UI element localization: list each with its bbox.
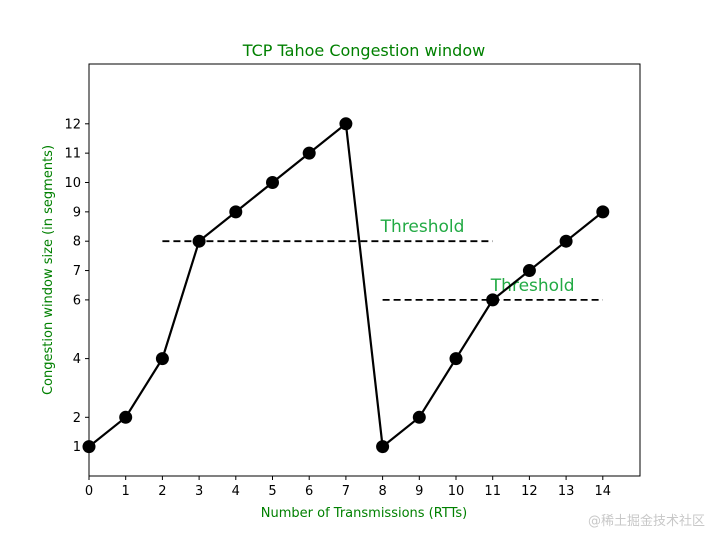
x-axis-label: Number of Transmissions (RTTs)	[261, 506, 467, 521]
data-point	[82, 440, 96, 454]
y-tick-label: 7	[73, 264, 81, 279]
data-point	[559, 234, 573, 248]
data-point	[119, 410, 133, 424]
y-tick-label: 8	[73, 235, 81, 250]
data-point	[302, 146, 316, 160]
data-point	[376, 440, 390, 454]
y-tick-label: 2	[73, 411, 81, 426]
x-tick-label: 0	[85, 484, 93, 499]
threshold-label: Threshold	[490, 276, 575, 296]
y-tick-label: 10	[64, 176, 81, 191]
y-tick-label: 11	[64, 147, 81, 162]
threshold-label: Threshold	[380, 217, 465, 237]
data-point	[449, 352, 463, 366]
data-point	[266, 176, 279, 189]
x-tick-label: 7	[342, 484, 350, 499]
threshold-annotations: Threshold Threshold	[162, 217, 603, 301]
x-tick-label: 2	[158, 484, 166, 499]
x-tick-label: 13	[558, 484, 575, 499]
y-tick-label: 6	[73, 293, 81, 308]
y-tick-label: 1	[73, 440, 81, 455]
data-point	[192, 234, 206, 248]
x-tick-label: 14	[595, 484, 612, 499]
data-point	[522, 264, 536, 278]
data-point	[339, 117, 353, 131]
y-tick-label: 12	[64, 117, 81, 132]
congestion-window-series	[82, 117, 610, 454]
y-tick-label: 4	[73, 352, 81, 367]
data-point	[486, 293, 500, 307]
x-tick-label: 3	[195, 484, 203, 499]
x-tick-label: 4	[232, 484, 240, 499]
x-tick-label: 12	[521, 484, 538, 499]
y-axis-label: Congestion window size (in segments)	[41, 145, 56, 395]
data-point	[596, 205, 610, 219]
data-point	[229, 205, 243, 219]
x-tick-label: 8	[378, 484, 386, 499]
x-tick-label: 1	[122, 484, 130, 499]
x-axis-ticks: 0 1 2 3 4 5 6 7 8 9 10 11 12 13 14	[85, 476, 611, 499]
chart-title: TCP Tahoe Congestion window	[242, 41, 485, 60]
data-point	[412, 410, 426, 424]
x-tick-label: 10	[448, 484, 465, 499]
watermark: @稀土掘金技术社区	[587, 514, 705, 529]
plot-area-frame	[88, 63, 641, 477]
data-point	[155, 352, 169, 366]
x-tick-label: 5	[268, 484, 276, 499]
x-tick-label: 9	[415, 484, 423, 499]
x-tick-label: 6	[305, 484, 313, 499]
x-tick-label: 11	[484, 484, 501, 499]
y-tick-label: 9	[73, 205, 81, 220]
